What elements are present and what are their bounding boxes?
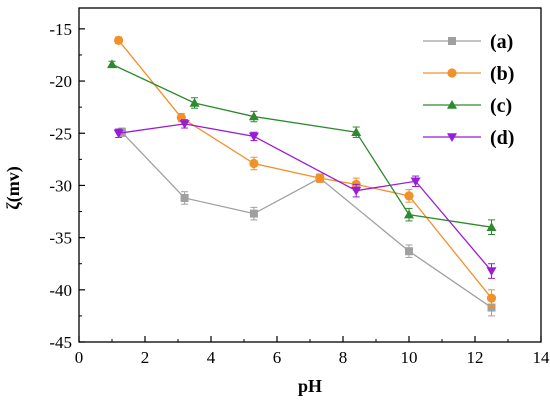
y-tick-label: -15 xyxy=(49,20,72,39)
series-c xyxy=(107,59,497,235)
series-a-point xyxy=(487,303,496,312)
y-tick-label: -40 xyxy=(49,281,72,300)
plot-frame xyxy=(78,7,542,343)
x-tick-label: 10 xyxy=(401,348,418,367)
series-d-line xyxy=(118,123,492,272)
series-c-point xyxy=(404,209,414,219)
series-a-line xyxy=(121,131,492,309)
legend-item-c-marker xyxy=(447,100,457,109)
x-tick-label: 6 xyxy=(273,348,282,367)
series-b-point xyxy=(404,191,414,201)
series-d-point xyxy=(351,186,362,196)
series-d-point xyxy=(179,120,190,129)
x-tick-label: 8 xyxy=(339,348,348,367)
y-tick-label: -25 xyxy=(49,124,72,143)
y-tick-label: -35 xyxy=(49,229,72,248)
series-b-line xyxy=(118,39,493,299)
legend-item-b: (b) xyxy=(423,63,514,85)
legend-item-b-marker xyxy=(447,68,457,78)
y-tick-label: -45 xyxy=(49,333,72,352)
series-a-point xyxy=(180,193,189,202)
series-b-point xyxy=(486,293,497,303)
legend-item-a-marker xyxy=(448,37,456,45)
legend-item-c: (c) xyxy=(423,95,512,117)
series-d-point xyxy=(410,177,421,187)
legend-item-a: (a) xyxy=(423,31,513,53)
legend: (a) (b) (c) (d) xyxy=(423,31,514,149)
x-axis-title: pH xyxy=(298,376,322,396)
x-tick-label: 14 xyxy=(533,348,550,367)
series-c-point xyxy=(351,127,362,136)
x-tick-label: 0 xyxy=(75,348,84,367)
legend-item-d-label: (d) xyxy=(490,127,514,149)
x-tick-label: 4 xyxy=(207,348,216,367)
y-tick-label: -30 xyxy=(49,176,72,195)
series-d-point xyxy=(486,267,497,277)
legend-item-d: (d) xyxy=(423,127,514,149)
axis-ticks: 0 2 4 6 8 10 12 14 -45 -40 -35 -30 -25 -20 -15 xyxy=(49,20,550,367)
series-d xyxy=(113,119,497,279)
series-a-point xyxy=(249,209,258,218)
series-b-point xyxy=(114,35,124,45)
series-a-point xyxy=(405,247,413,256)
x-tick-label: 12 xyxy=(467,348,484,367)
series-a xyxy=(117,127,496,317)
series-d-point xyxy=(248,132,259,142)
y-tick-label: -20 xyxy=(49,72,72,91)
series-b-point xyxy=(249,158,259,169)
series-c-point xyxy=(248,111,259,121)
series-d-point xyxy=(113,129,124,139)
legend-item-d-marker xyxy=(447,133,457,142)
series-c-point xyxy=(107,59,117,69)
series-c-point xyxy=(486,222,497,231)
series-c-point xyxy=(189,97,200,107)
data-series xyxy=(107,35,497,317)
y-axis-title: ζ(mv) xyxy=(3,166,24,209)
x-tick-label: 2 xyxy=(141,348,150,367)
legend-item-b-label: (b) xyxy=(490,63,514,85)
series-c-line xyxy=(111,63,492,228)
series-b xyxy=(114,35,497,308)
legend-item-a-label: (a) xyxy=(490,31,513,53)
series-b-point xyxy=(315,173,325,183)
legend-item-c-label: (c) xyxy=(490,95,512,117)
